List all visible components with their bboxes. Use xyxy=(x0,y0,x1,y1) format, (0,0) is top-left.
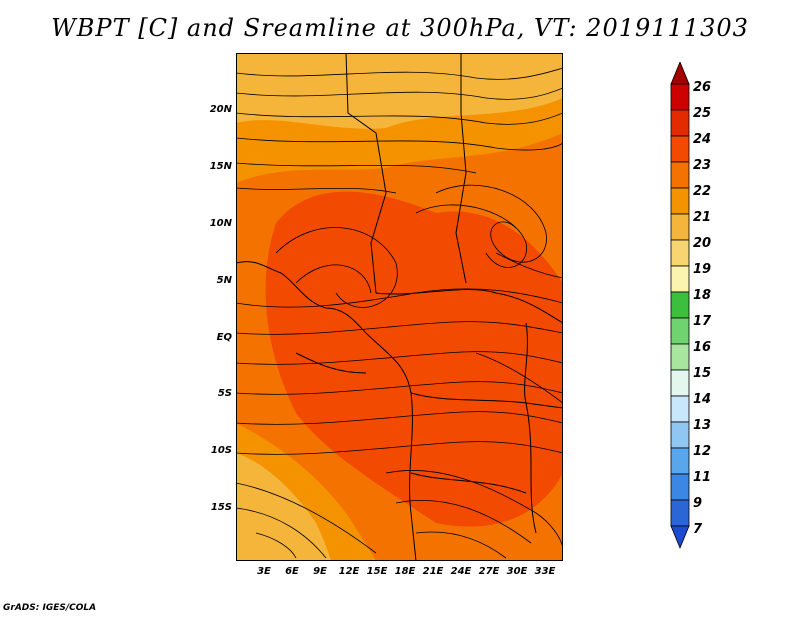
country-borders xyxy=(236,53,563,561)
field-20-north xyxy=(236,53,563,129)
colorbar-label: 22 xyxy=(693,184,712,199)
colorbar-swatch xyxy=(670,421,690,449)
colorbar-label: 9 xyxy=(693,496,703,511)
colorbar xyxy=(670,62,690,550)
colorbar-swatch xyxy=(670,135,690,163)
colorbar-label: 26 xyxy=(693,80,712,95)
lon-label-12e: 12E xyxy=(338,566,360,577)
lon-label-21e: 21E xyxy=(422,566,444,577)
colorbar-swatch xyxy=(670,317,690,345)
colorbar-swatch xyxy=(670,83,690,111)
lat-label-eq: EQ xyxy=(216,332,232,343)
colorbar-swatch xyxy=(670,187,690,215)
lon-label-15e: 15E xyxy=(366,566,388,577)
map-title: WBPT [C] and Sreamline at 300hPa, VT: 20… xyxy=(51,14,749,42)
lon-label-27e: 27E xyxy=(478,566,500,577)
colorbar-swatch xyxy=(670,213,690,241)
map-svg xyxy=(236,53,563,561)
colorbar-swatch xyxy=(670,239,690,267)
colorbar-label: 17 xyxy=(693,314,712,329)
colorbar-label: 14 xyxy=(693,392,712,407)
lat-label-5s: 5S xyxy=(217,388,232,399)
lon-label-3e: 3E xyxy=(257,566,271,577)
colorbar-label: 19 xyxy=(693,262,712,277)
colorbar-swatch xyxy=(670,447,690,475)
lon-label-33e: 33E xyxy=(534,566,556,577)
colorbar-bottom-arrow xyxy=(670,525,690,550)
colorbar-label: 12 xyxy=(693,444,712,459)
colorbar-swatch xyxy=(670,161,690,189)
lat-label-20n: 20N xyxy=(209,104,232,115)
colorbar-label: 23 xyxy=(693,158,712,173)
lon-label-24e: 24E xyxy=(450,566,472,577)
lon-label-30e: 30E xyxy=(506,566,528,577)
map-border xyxy=(236,53,563,561)
colorbar-label: 15 xyxy=(693,366,712,381)
colorbar-label: 13 xyxy=(693,418,712,433)
lat-label-5n: 5N xyxy=(216,275,232,286)
colorbar-label: 24 xyxy=(693,132,712,147)
lat-label-10s: 10S xyxy=(210,445,232,456)
colorbar-label: 18 xyxy=(693,288,712,303)
lon-label-9e: 9E xyxy=(313,566,327,577)
colorbar-swatch xyxy=(670,109,690,137)
lon-label-6e: 6E xyxy=(285,566,299,577)
colorbar-label: 21 xyxy=(693,210,712,225)
field-23 xyxy=(265,191,563,527)
lat-label-15s: 15S xyxy=(210,502,232,513)
lat-label-10n: 10N xyxy=(209,218,232,229)
colorbar-label: 7 xyxy=(693,522,703,537)
colorbar-label: 25 xyxy=(693,106,712,121)
colorbar-swatch xyxy=(670,265,690,293)
lon-label-18e: 18E xyxy=(394,566,416,577)
colorbar-swatch xyxy=(670,369,690,397)
colorbar-top-arrow xyxy=(670,62,690,85)
colorbar-swatch xyxy=(670,291,690,319)
colorbar-swatch xyxy=(670,473,690,501)
colorbar-swatch xyxy=(670,395,690,423)
footer-credit: GrADS: IGES/COLA xyxy=(3,603,97,613)
colorbar-label: 16 xyxy=(693,340,712,355)
colorbar-label: 11 xyxy=(693,470,712,485)
colorbar-swatch xyxy=(670,499,690,527)
map-panel xyxy=(236,53,563,561)
streamlines xyxy=(236,67,563,559)
colorbar-label: 20 xyxy=(693,236,712,251)
lat-label-15n: 15N xyxy=(209,161,232,172)
colorbar-swatch xyxy=(670,343,690,371)
